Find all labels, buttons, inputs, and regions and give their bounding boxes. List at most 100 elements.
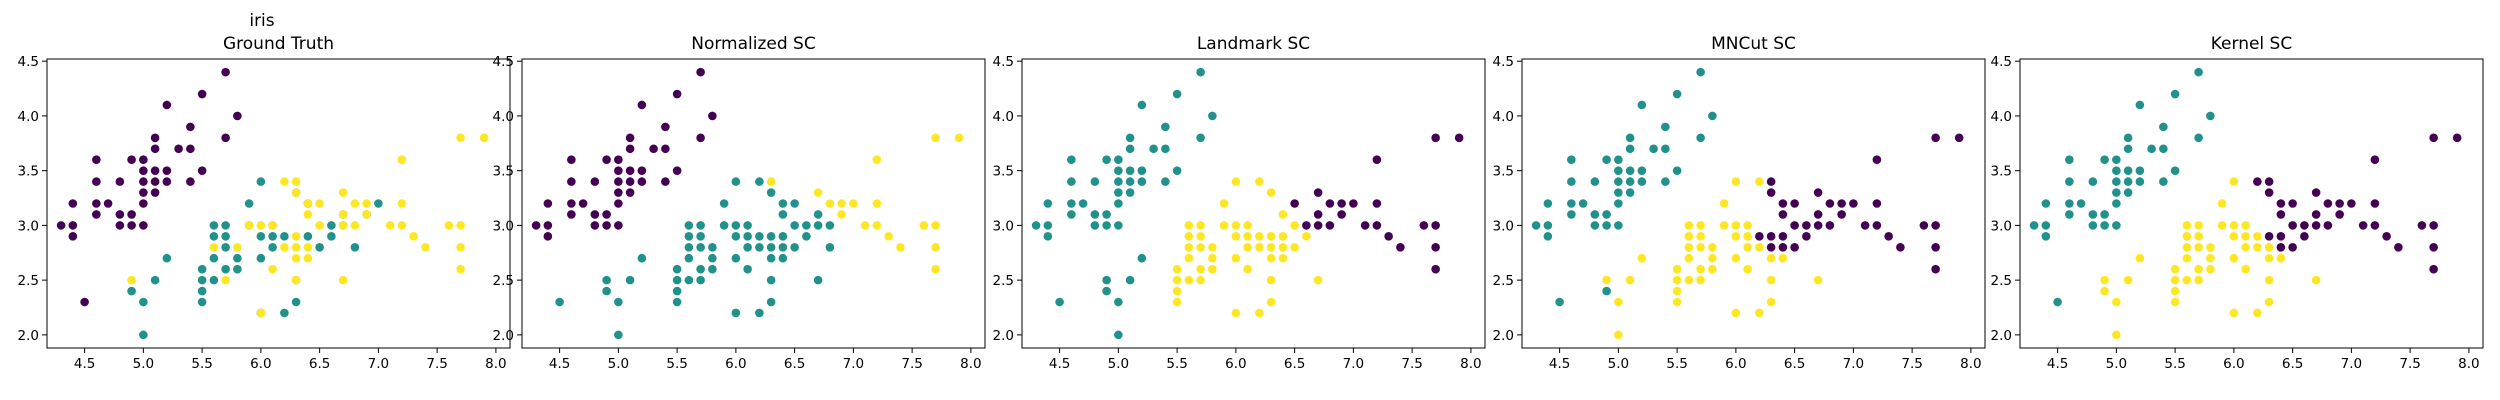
- scatter-point-cluster-a: [637, 177, 647, 186]
- x-tick-label: 6.5: [309, 356, 330, 372]
- scatter-point-cluster-c: [362, 210, 371, 219]
- scatter-point-cluster-a: [1872, 221, 1882, 230]
- x-tick-label: 8.0: [1960, 356, 1981, 372]
- scatter-point-cluster-b: [2065, 199, 2074, 208]
- scatter-point-cluster-c: [2112, 297, 2121, 307]
- scatter-point-cluster-c: [1684, 221, 1694, 230]
- scatter-point-cluster-a: [1431, 133, 1440, 143]
- scatter-point-cluster-b: [303, 232, 313, 241]
- scatter-point-cluster-c: [2100, 286, 2109, 296]
- scatter-point-cluster-c: [1708, 264, 1717, 274]
- scatter-point-cluster-a: [150, 177, 160, 186]
- scatter-point-cluster-a: [1325, 221, 1335, 230]
- scatter-point-cluster-c: [456, 264, 465, 274]
- scatter-point-cluster-b: [1637, 166, 1647, 175]
- scatter-point-cluster-a: [1813, 221, 1823, 230]
- scatter-points: [56, 67, 489, 340]
- scatter-point-cluster-a: [150, 144, 160, 154]
- scatter-point-cluster-a: [1872, 155, 1882, 165]
- scatter-point-cluster-c: [409, 232, 418, 241]
- scatter-point-cluster-b: [813, 221, 823, 230]
- scatter-point-cluster-b: [696, 264, 705, 274]
- scatter-point-cluster-b: [139, 297, 148, 307]
- scatter-point-cluster-c: [2182, 221, 2192, 230]
- y-tick-label: 3.0: [18, 218, 39, 234]
- scatter-point-cluster-c: [2194, 275, 2203, 285]
- scatter-point-cluster-a: [1778, 232, 1788, 241]
- scatter-point-cluster-a: [602, 210, 611, 219]
- scatter-point-cluster-c: [1684, 242, 1694, 252]
- scatter-point-cluster-a: [1778, 242, 1788, 252]
- scatter-point-cluster-c: [1313, 275, 1323, 285]
- scatter-point-cluster-a: [696, 133, 705, 143]
- scatter-point-cluster-b: [2112, 199, 2121, 208]
- scatter-point-cluster-c: [884, 232, 893, 241]
- scatter-point-cluster-a: [197, 89, 207, 99]
- x-tick-label: 7.5: [1401, 356, 1422, 372]
- scatter-point-cluster-c: [1243, 264, 1252, 274]
- scatter-points: [1531, 67, 1964, 340]
- scatter-point-cluster-a: [1931, 264, 1940, 274]
- scatter-point-cluster-b: [1625, 188, 1635, 197]
- y-tick-label: 3.0: [993, 218, 1014, 234]
- scatter-point-cluster-c: [291, 232, 301, 241]
- scatter-point-cluster-b: [2076, 199, 2086, 208]
- scatter-point-cluster-b: [1125, 188, 1135, 197]
- scatter-point-cluster-a: [578, 199, 588, 208]
- y-tick-label: 3.5: [493, 164, 514, 180]
- scatter-point-cluster-b: [778, 210, 788, 219]
- scatter-point-cluster-b: [625, 275, 635, 285]
- scatter-point-cluster-c: [1672, 275, 1682, 285]
- scatter-point-cluster-b: [127, 286, 136, 296]
- scatter-point-cluster-a: [68, 232, 78, 241]
- scatter-point-cluster-c: [931, 133, 940, 143]
- scatter-point-cluster-b: [1543, 199, 1553, 208]
- scatter-point-cluster-b: [743, 221, 752, 230]
- scatter-point-cluster-c: [479, 133, 489, 143]
- scatter-point-cluster-b: [766, 242, 776, 252]
- scatter-point-cluster-a: [2370, 155, 2380, 165]
- scatter-point-cluster-c: [244, 221, 254, 230]
- scatter-point-cluster-a: [68, 199, 78, 208]
- scatter-point-cluster-a: [1384, 232, 1393, 241]
- scatter-point-cluster-a: [2276, 210, 2286, 219]
- scatter-point-cluster-b: [197, 297, 207, 307]
- scatter-point-cluster-b: [2029, 221, 2039, 230]
- scatter-point-cluster-c: [1766, 297, 1776, 307]
- plot-frame: [1021, 58, 1486, 349]
- scatter-point-cluster-b: [2170, 166, 2180, 175]
- scatter-point-cluster-c: [2170, 297, 2180, 307]
- scatter-point-cluster-c: [256, 308, 266, 318]
- scatter-point-cluster-c: [860, 221, 870, 230]
- scatter-point-cluster-b: [1114, 330, 1123, 340]
- x-tick-label: 5.5: [2164, 356, 2185, 372]
- scatter-point-cluster-c: [1278, 253, 1288, 263]
- scatter-point-cluster-b: [1161, 177, 1170, 186]
- scatter-point-cluster-b: [802, 221, 811, 230]
- scatter-point-cluster-c: [315, 221, 324, 230]
- scatter-point-cluster-a: [614, 221, 623, 230]
- scatter-point-cluster-b: [209, 275, 219, 285]
- scatter-point-cluster-c: [338, 188, 348, 197]
- scatter-point-cluster-b: [2088, 221, 2098, 230]
- scatter-point-cluster-c: [1614, 297, 1623, 307]
- scatter-point-cluster-c: [1766, 275, 1776, 285]
- scatter-point-cluster-b: [315, 242, 324, 252]
- scatter-point-cluster-b: [825, 221, 835, 230]
- scatter-point-cluster-b: [1567, 210, 1576, 219]
- scatter-point-cluster-c: [837, 199, 846, 208]
- scatter-point-cluster-c: [303, 210, 313, 219]
- scatter-point-cluster-c: [1278, 232, 1288, 241]
- scatter-point-cluster-a: [127, 221, 136, 230]
- scatter-point-cluster-c: [315, 199, 324, 208]
- scatter-point-cluster-c: [397, 155, 407, 165]
- scatter-point-cluster-a: [221, 133, 230, 143]
- scatter-point-cluster-b: [1078, 199, 1088, 208]
- scatter-point-cluster-a: [127, 210, 136, 219]
- scatter-point-cluster-a: [186, 144, 195, 154]
- scatter-point-cluster-c: [397, 199, 407, 208]
- scatter-point-cluster-a: [1396, 242, 1405, 252]
- scatter-point-cluster-b: [1090, 210, 1100, 219]
- scatter-point-cluster-a: [1802, 232, 1811, 241]
- scatter-point-cluster-c: [2182, 232, 2192, 241]
